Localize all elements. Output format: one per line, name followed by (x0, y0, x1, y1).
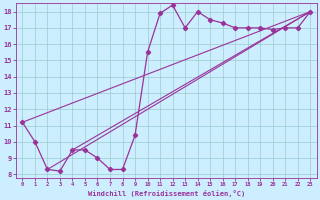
X-axis label: Windchill (Refroidissement éolien,°C): Windchill (Refroidissement éolien,°C) (88, 190, 245, 197)
